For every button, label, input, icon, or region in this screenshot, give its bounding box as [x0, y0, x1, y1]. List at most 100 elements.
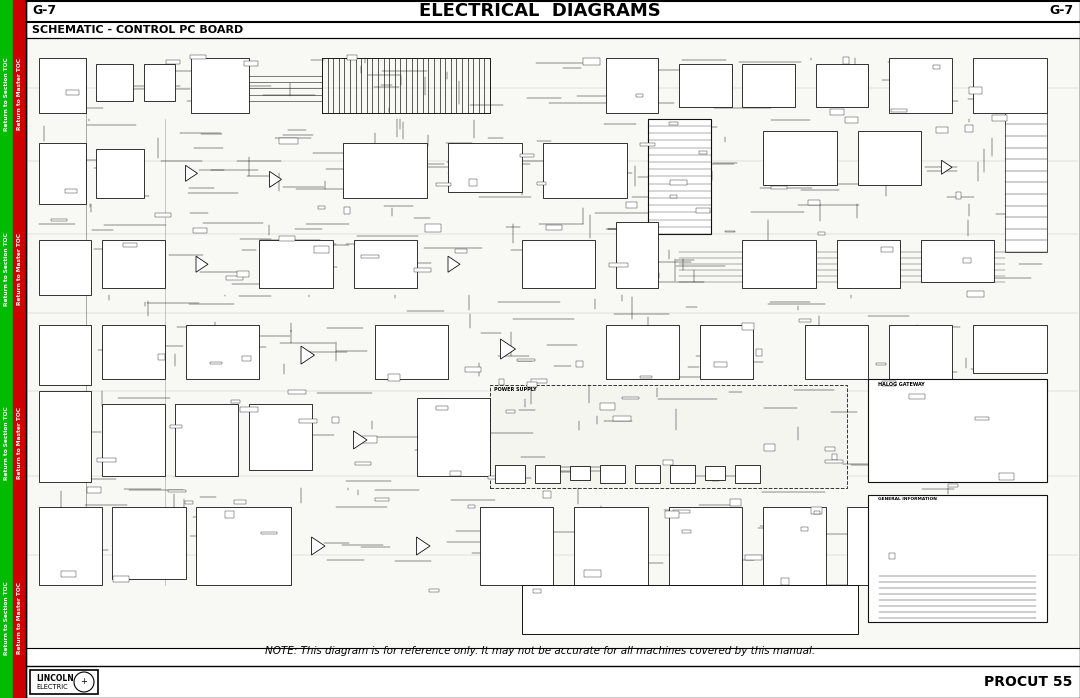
Bar	[889, 325, 951, 379]
Text: Return to Master TOC: Return to Master TOC	[17, 581, 22, 654]
Bar	[490, 385, 847, 489]
Bar	[542, 143, 626, 198]
Bar	[0, 0, 13, 698]
Bar	[314, 246, 329, 253]
Bar	[622, 396, 639, 399]
Bar	[700, 325, 753, 379]
Bar	[825, 459, 842, 463]
Bar	[991, 114, 1008, 121]
Bar	[814, 510, 820, 514]
Text: +: +	[81, 678, 87, 687]
Bar	[626, 202, 637, 208]
Bar	[165, 60, 179, 64]
Bar	[238, 271, 248, 277]
Bar	[319, 206, 325, 209]
Bar	[771, 186, 787, 189]
Bar	[343, 207, 350, 214]
Text: G-7: G-7	[1050, 4, 1074, 17]
Bar	[488, 475, 502, 480]
Bar	[726, 230, 735, 232]
Bar	[714, 362, 727, 367]
Bar	[730, 499, 741, 506]
Bar	[464, 367, 481, 372]
Bar	[696, 209, 710, 213]
Bar	[62, 571, 76, 577]
Text: GENERAL INFORMATION: GENERAL INFORMATION	[878, 496, 937, 500]
Bar	[66, 90, 79, 96]
Bar	[762, 131, 837, 186]
Text: G-7: G-7	[32, 4, 56, 17]
Text: PROCUT 55: PROCUT 55	[984, 675, 1072, 689]
Bar	[973, 325, 1047, 373]
Bar	[781, 578, 788, 585]
Polygon shape	[500, 339, 515, 359]
Bar	[450, 471, 461, 476]
Text: Return to Master TOC: Return to Master TOC	[17, 232, 22, 305]
Bar	[261, 532, 276, 534]
Bar	[673, 510, 690, 513]
Bar	[185, 501, 192, 504]
Bar	[868, 379, 1047, 482]
Bar	[543, 491, 551, 498]
Bar	[968, 292, 984, 297]
Bar	[96, 64, 133, 101]
Bar	[190, 54, 205, 59]
Bar	[663, 460, 673, 464]
Bar	[843, 57, 849, 64]
Bar	[909, 394, 924, 399]
Bar	[573, 507, 648, 586]
Bar	[424, 225, 442, 232]
Bar	[742, 64, 795, 107]
Bar	[745, 555, 761, 560]
Text: Return to Section TOC: Return to Section TOC	[4, 232, 9, 306]
Bar	[86, 487, 102, 493]
Bar	[170, 425, 181, 428]
Bar	[756, 349, 762, 356]
Bar	[609, 263, 627, 267]
Bar	[39, 507, 102, 586]
Bar	[808, 200, 820, 205]
Bar	[606, 58, 658, 112]
Text: Return to Section TOC: Return to Section TOC	[4, 581, 9, 655]
Polygon shape	[448, 256, 460, 272]
Polygon shape	[417, 537, 430, 555]
Bar	[868, 494, 1047, 622]
Bar	[112, 507, 186, 579]
Bar	[599, 403, 616, 410]
Bar	[612, 415, 631, 422]
Bar	[847, 507, 920, 586]
Bar	[973, 58, 1047, 112]
Bar	[742, 240, 815, 288]
Bar	[948, 484, 958, 487]
Bar	[636, 94, 644, 97]
Bar	[39, 58, 85, 112]
Bar	[347, 55, 357, 60]
Text: Return to Section TOC: Return to Section TOC	[4, 57, 9, 131]
Bar	[417, 398, 490, 476]
Bar	[963, 258, 971, 263]
Bar	[606, 325, 679, 379]
Bar	[430, 588, 438, 592]
Bar	[242, 356, 252, 361]
Bar	[495, 466, 525, 484]
Bar	[880, 247, 893, 253]
Bar	[669, 122, 678, 125]
Bar	[876, 363, 887, 365]
Bar	[824, 447, 835, 452]
Bar	[505, 410, 515, 413]
Bar	[881, 381, 895, 386]
Bar	[158, 354, 165, 360]
Bar	[521, 154, 535, 157]
Bar	[51, 219, 67, 221]
Bar	[966, 125, 973, 131]
Bar	[975, 417, 989, 420]
Bar	[26, 0, 1080, 22]
Bar	[448, 143, 522, 191]
Bar	[832, 454, 837, 460]
Bar	[640, 143, 656, 146]
Bar	[362, 436, 377, 443]
Bar	[96, 149, 144, 198]
Bar	[227, 276, 243, 280]
Bar	[932, 65, 940, 69]
Bar	[259, 240, 333, 288]
